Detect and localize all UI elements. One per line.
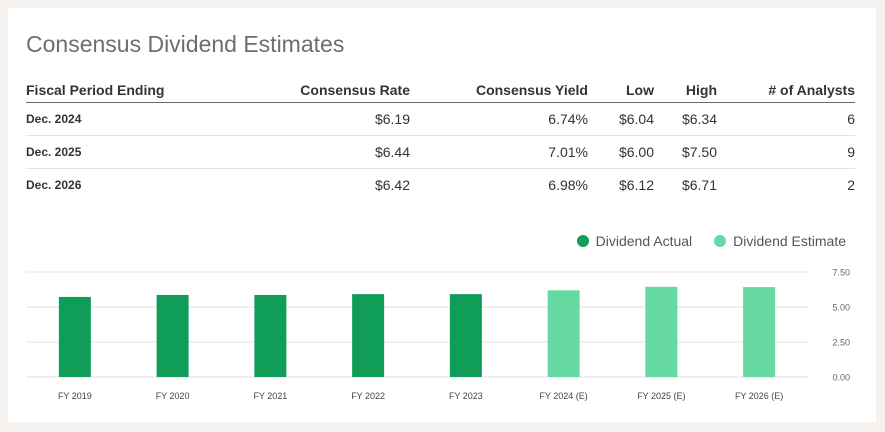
cell-rate: $6.19 <box>236 102 410 136</box>
cell-analysts: 9 <box>717 135 855 169</box>
cell-period: Dec. 2026 <box>26 177 82 192</box>
x-tick-label: FY 2020 <box>156 391 190 401</box>
cell-analysts: 2 <box>847 176 855 193</box>
cell-low: $6.00 <box>588 135 654 169</box>
header-consensus-rate: Consensus Rate <box>236 76 410 103</box>
cell-rate: $6.44 <box>236 135 410 169</box>
cell-rate: $6.42 <box>374 176 410 193</box>
y-tick-label: 2.50 <box>832 338 850 348</box>
y-tick-label: 7.50 <box>832 268 850 278</box>
x-tick-label: FY 2025 (E) <box>637 391 685 401</box>
y-tick-label: 5.00 <box>832 303 850 313</box>
cell-low: $6.04 <box>588 102 654 136</box>
legend-actual-label: Dividend Actual <box>595 233 693 249</box>
bar-dividend-actual[interactable] <box>58 296 91 377</box>
bar-dividend-actual[interactable] <box>156 294 189 377</box>
header-fiscal-period: Fiscal Period Ending <box>26 76 236 103</box>
legend-item-estimate[interactable]: Dividend Estimate <box>714 233 846 249</box>
card-title: Consensus Dividend Estimates <box>26 31 345 57</box>
cell-yield: 6.74% <box>410 102 588 136</box>
x-tick-label: FY 2023 <box>449 391 483 401</box>
cell-period: Dec. 2025 <box>26 135 236 169</box>
dividend-bar-chart: 0.00 2.50 5.00 7.50 FY 2019 FY 2020 FY 2021 FY … <box>26 268 850 401</box>
dividend-estimates-card: Consensus Dividend Estimates Fiscal Peri… <box>8 8 876 422</box>
bar-dividend-estimate[interactable] <box>547 290 580 377</box>
x-tick-label: FY 2026 (E) <box>735 391 783 401</box>
x-tick-label: FY 2024 (E) <box>539 391 587 401</box>
bar-dividend-actual[interactable] <box>254 294 287 377</box>
cell-high: $7.50 <box>654 135 717 169</box>
chart-legend: Dividend Actual Dividend Estimate <box>555 233 846 249</box>
cell-high: $6.34 <box>654 102 717 136</box>
cell-analysts: 6 <box>717 102 855 136</box>
cell-low: $6.12 <box>618 176 654 193</box>
table-row: Dec. 2026 $6.42 6.98% $6.12 $6.71 2 <box>26 168 855 201</box>
bar-dividend-actual[interactable] <box>352 294 385 377</box>
x-tick-label: FY 2019 <box>58 391 92 401</box>
y-tick-label: 0.00 <box>832 373 850 383</box>
x-tick-label: FY 2021 <box>253 391 287 401</box>
header-analysts: # of Analysts <box>717 76 855 103</box>
x-tick-label: FY 2022 <box>351 391 385 401</box>
header-consensus-yield: Consensus Yield <box>410 76 588 103</box>
table-header-row: Fiscal Period Ending Consensus Rate Cons… <box>26 76 855 103</box>
header-low: Low <box>588 76 654 103</box>
header-high: High <box>654 76 717 103</box>
table-row: Dec. 2024 $6.19 6.74% $6.04 $6.34 6 <box>26 102 855 136</box>
bar-dividend-estimate[interactable] <box>645 286 678 377</box>
bar-dividend-actual[interactable] <box>449 294 482 377</box>
cell-high: $6.71 <box>681 176 717 193</box>
legend-estimate-label: Dividend Estimate <box>733 233 846 249</box>
estimates-table: Fiscal Period Ending Consensus Rate Cons… <box>26 76 855 201</box>
table-row: Dec. 2025 $6.44 7.01% $6.00 $7.50 9 <box>26 135 855 169</box>
cell-yield: 7.01% <box>410 135 588 169</box>
legend-estimate-dot <box>714 235 727 247</box>
cell-yield: 6.98% <box>548 176 588 193</box>
legend-actual-dot <box>576 235 589 247</box>
bar-dividend-estimate[interactable] <box>743 287 776 377</box>
legend-item-actual[interactable]: Dividend Actual <box>576 233 693 249</box>
cell-period: Dec. 2024 <box>26 102 236 136</box>
